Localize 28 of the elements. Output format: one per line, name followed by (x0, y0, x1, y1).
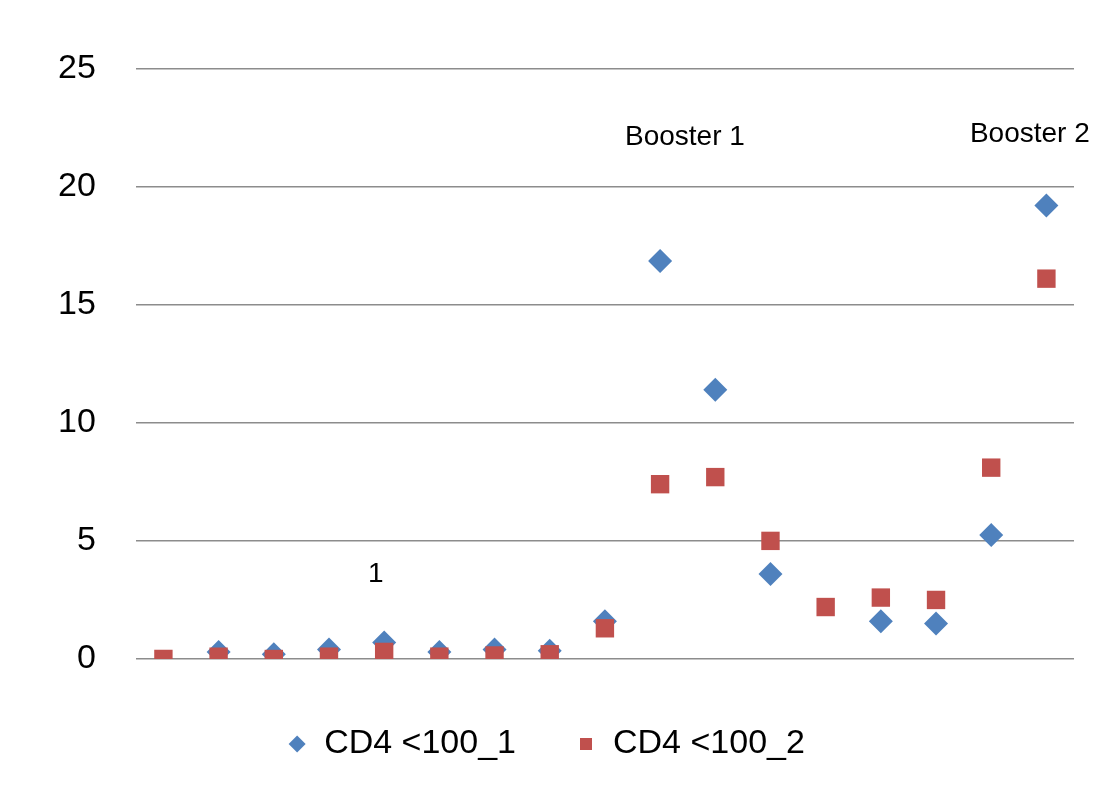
y-tick-label: 25 (57, 46, 96, 85)
annotation: Booster 1 (625, 119, 745, 151)
point (706, 467, 725, 487)
point (871, 588, 891, 607)
legend-label: CD4 <100_1 (324, 722, 517, 761)
point (761, 531, 780, 551)
point (868, 609, 893, 634)
annotation: Booster 2 (969, 117, 1090, 149)
y-tick-label: 15 (57, 283, 96, 322)
point (595, 619, 615, 638)
point (1034, 193, 1059, 218)
point (926, 590, 946, 610)
point (979, 522, 1004, 547)
y-tick-label: 5 (76, 519, 96, 558)
legend-label: CD4 <100_2 (613, 722, 805, 761)
point (374, 642, 394, 659)
y-tick-label: 20 (57, 164, 96, 203)
point (816, 597, 835, 617)
point (1037, 269, 1056, 288)
point (982, 458, 1001, 477)
point (648, 248, 673, 273)
y-tick-label: 0 (76, 637, 96, 676)
point (650, 474, 670, 494)
point (924, 611, 949, 636)
point (703, 377, 728, 402)
annotation: 1 (368, 556, 384, 588)
y-tick-label: 10 (57, 401, 96, 440)
point (758, 561, 783, 586)
